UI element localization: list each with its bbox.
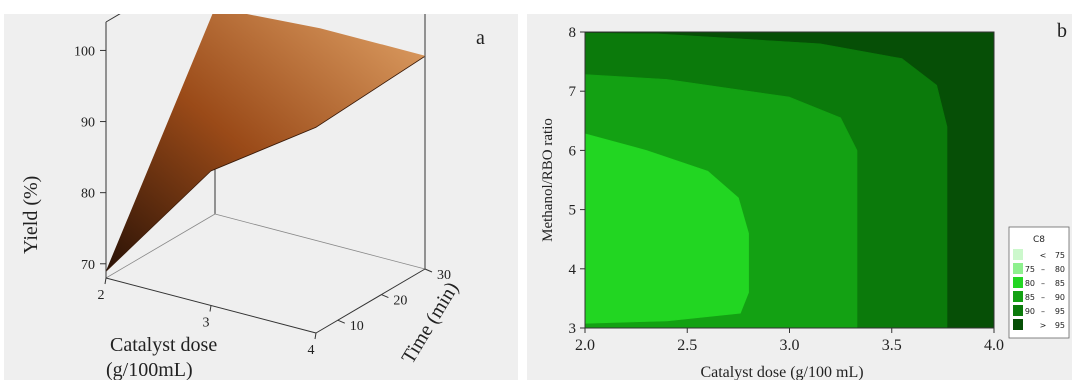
x-tick-label: 3.0: [780, 337, 800, 354]
z-tick-label: 100: [74, 44, 95, 59]
legend-max-label: 95: [1055, 307, 1065, 316]
legend-separator: –: [1041, 279, 1045, 288]
panel-label-a: a: [476, 27, 485, 49]
x-tick: [314, 332, 317, 340]
z-axis-label: Yield (%): [20, 176, 42, 254]
box-edge: [105, 213, 216, 279]
legend-swatch: [1013, 319, 1023, 330]
x-tick-label: 4.0: [984, 337, 1004, 354]
y-tick-label: 5: [569, 203, 577, 219]
legend-swatch: [1013, 305, 1023, 316]
legend-separator: <: [1040, 251, 1047, 260]
x-tick-label: 2: [98, 288, 105, 303]
panel-label-b: b: [1057, 20, 1067, 42]
y-axis-label: Time (min): [397, 278, 463, 367]
x-axis-label: Catalyst dose: [110, 334, 217, 356]
legend-min-label: 75: [1025, 265, 1035, 274]
y-tick-label: 8: [569, 25, 577, 41]
legend-swatch: [1013, 263, 1023, 274]
legend-min-label: 85: [1025, 293, 1035, 302]
legend-separator: >: [1040, 321, 1047, 330]
y-tick-label: 30: [437, 268, 451, 283]
contour-plot: 2.0 2.5 3.0 3.5 4.0 3 4 5 6 7 8 b Catalyst dose (g…: [540, 20, 1070, 381]
y-tick-label: 3: [569, 321, 577, 337]
x-axis-label-unit: (g/100mL): [106, 359, 193, 380]
y-tick: [381, 294, 389, 299]
contour-region: [585, 133, 749, 324]
x-tick: [209, 305, 212, 312]
x-axis-label: Catalyst dose (g/100 mL): [700, 364, 863, 380]
legend-min-label: 90: [1025, 307, 1035, 316]
box-edge: [105, 0, 145, 23]
box-edge: [214, 213, 426, 270]
x-tick-label: 3.5: [882, 337, 902, 354]
z-tick-label: 80: [81, 187, 95, 202]
legend-max-label: 85: [1055, 279, 1065, 288]
legend-max-label: 75: [1055, 251, 1065, 260]
legend-swatch: [1013, 277, 1023, 288]
z-tick-label: 90: [81, 116, 95, 131]
yield-surface: [106, 7, 425, 271]
y-tick: [424, 268, 433, 273]
y-tick-label: 20: [393, 294, 407, 309]
y-axis-label: Methanol/RBO ratio: [540, 118, 556, 242]
legend-max-label: 90: [1055, 293, 1065, 302]
legend-separator: –: [1041, 307, 1045, 316]
legend-min-label: 80: [1025, 279, 1035, 288]
legend-swatch: [1013, 249, 1023, 260]
legend-max-label: 80: [1055, 265, 1065, 274]
y-tick-label: 7: [569, 84, 577, 100]
y-tick: [337, 319, 345, 324]
z-tick-label: 70: [81, 258, 95, 273]
legend-max-label: 95: [1055, 321, 1065, 330]
y-axis-line: [315, 268, 426, 334]
legend-separator: –: [1041, 265, 1045, 274]
y-tick-label: 10: [350, 319, 364, 334]
y-tick-label: 4: [569, 262, 577, 278]
legend-title: C8: [1033, 235, 1045, 245]
surface-plot-panel: 2 3 4 10 20 30 70 80 90 100 a Yield (%) Catalyst …: [4, 0, 518, 381]
surface-plot: 2 3 4 10 20 30 70 80 90 100 a Yield (%) Catalyst …: [20, 0, 485, 381]
legend-separator: –: [1041, 293, 1045, 302]
y-tick-label: 6: [569, 143, 577, 159]
x-tick-label: 4: [308, 343, 315, 358]
x-tick: [104, 277, 107, 285]
x-tick-label: 2.0: [575, 337, 595, 354]
x-tick-label: 3: [203, 316, 210, 331]
legend-swatch: [1013, 291, 1023, 302]
x-tick-label: 2.5: [677, 337, 697, 354]
contour-plot-panel: 2.0 2.5 3.0 3.5 4.0 3 4 5 6 7 8 b Catalyst dose (g…: [527, 14, 1072, 381]
